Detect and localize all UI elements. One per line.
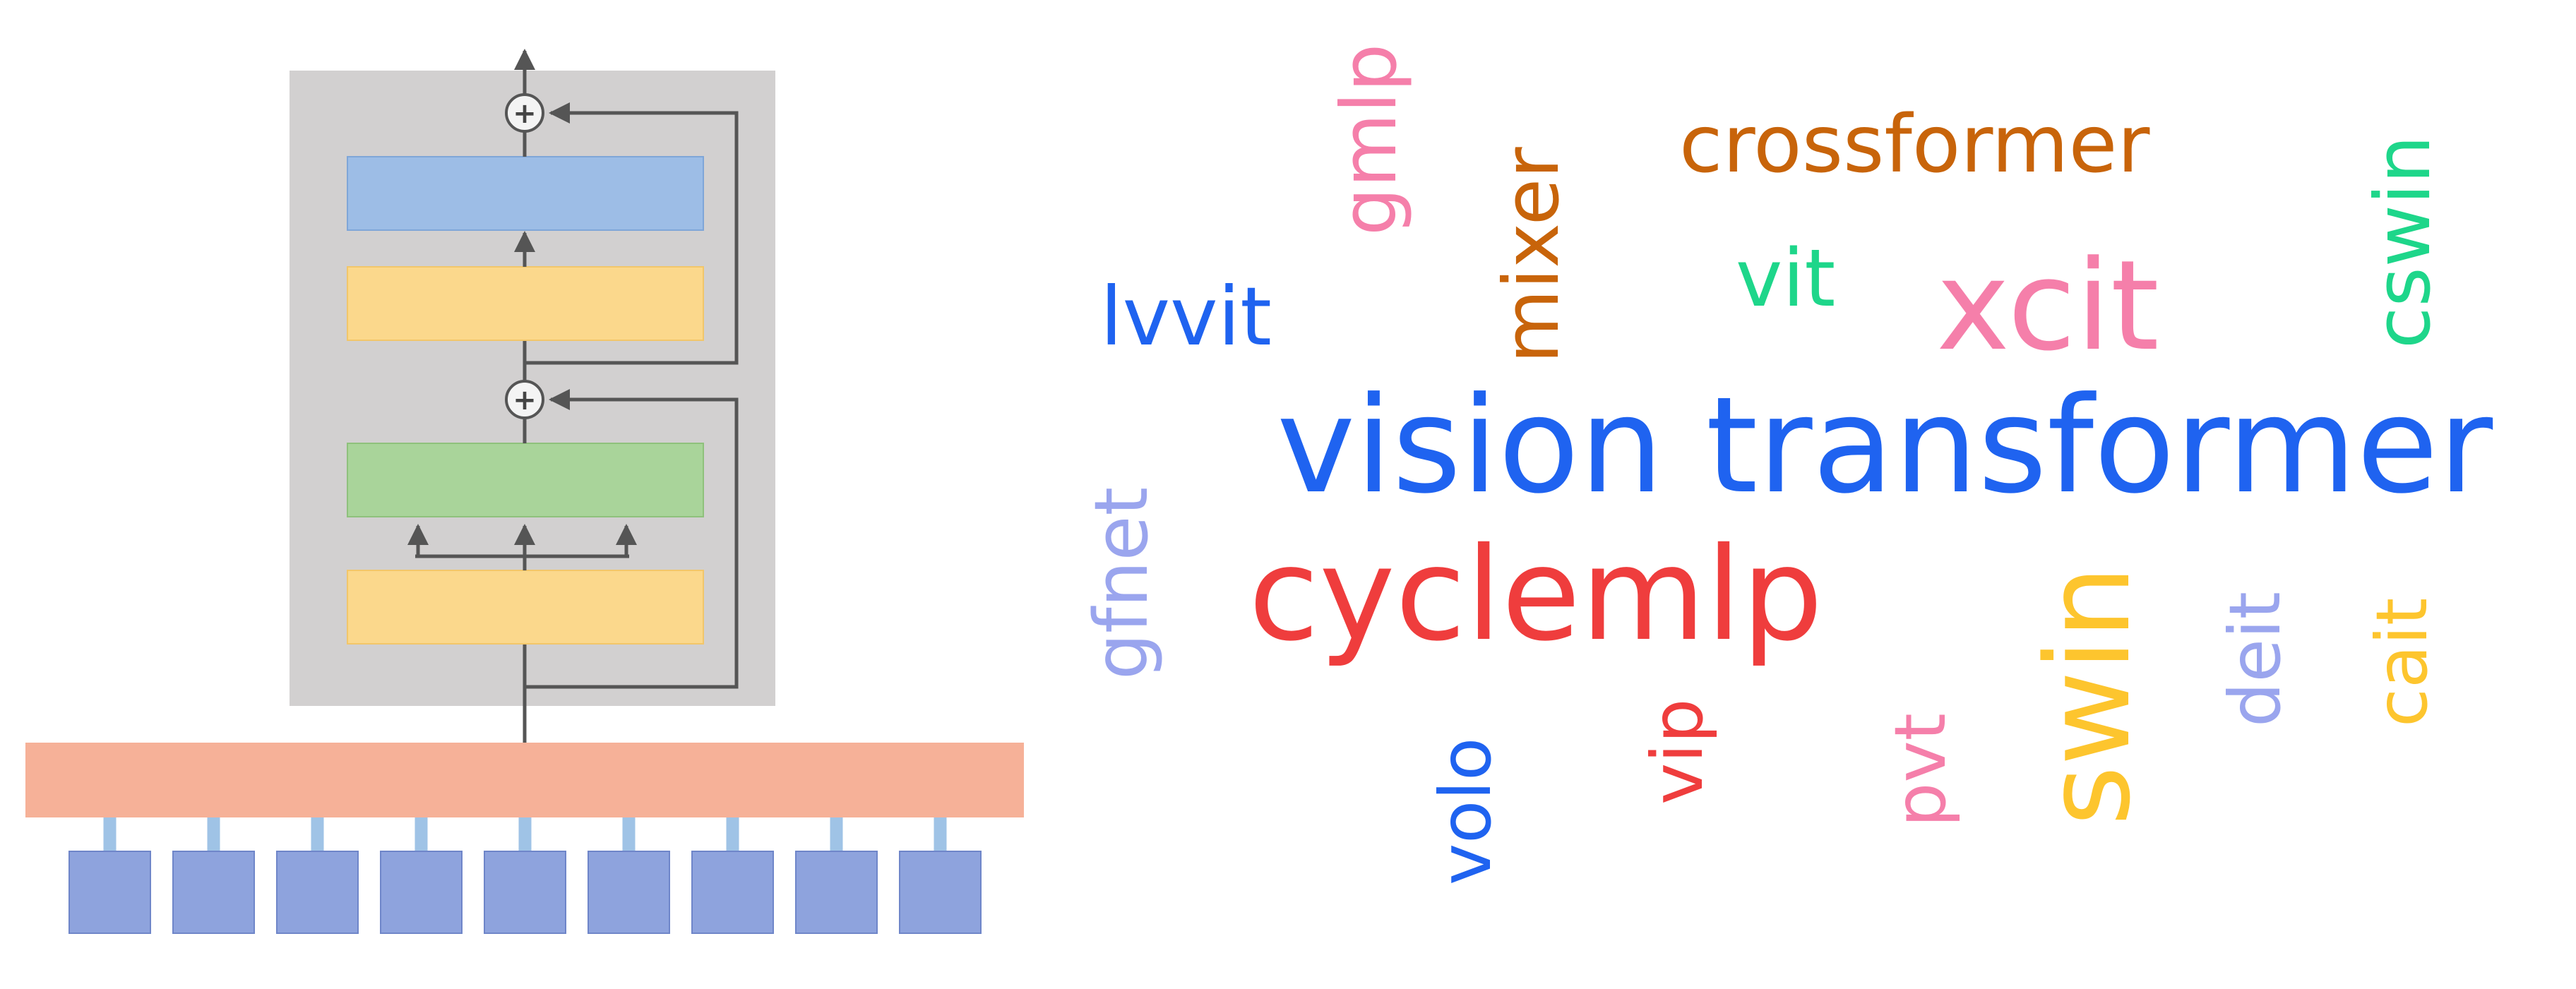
norm-block-lower <box>347 570 704 645</box>
patch-connector <box>103 817 117 851</box>
word-swin: swin <box>2021 565 2156 826</box>
patch-connector <box>934 817 947 851</box>
word-lvvit: lvvit <box>1100 270 1272 364</box>
add-symbol-lower: + <box>513 384 537 416</box>
add-node-lower: + <box>505 380 544 419</box>
add-node-upper: + <box>505 93 544 133</box>
architecture-diagram: + + <box>25 49 1024 934</box>
patch-connector <box>518 817 532 851</box>
word-cyclemlp: cyclemlp <box>1248 520 1823 669</box>
patch-token <box>380 851 463 934</box>
token-mixer-block <box>347 443 704 517</box>
word-volo: volo <box>1424 738 1507 885</box>
word-pvt: pvt <box>1879 713 1962 827</box>
word-vip: vip <box>1636 699 1719 805</box>
word-gmlp: gmlp <box>1325 44 1414 236</box>
patch-connector <box>207 817 220 851</box>
word-gfnet: gfnet <box>1078 487 1164 680</box>
word-deit: deit <box>2214 592 2296 727</box>
word-vit: vit <box>1736 233 1835 325</box>
patch-token <box>484 851 566 934</box>
word-vision-transformer: vision transformer <box>1277 368 2493 523</box>
word-mixer: mixer <box>1488 147 1576 364</box>
patch-connector <box>311 817 324 851</box>
word-crossformer: crossformer <box>1679 99 2150 191</box>
patch-token <box>172 851 255 934</box>
embedding-bar <box>25 743 1024 817</box>
patch-token <box>276 851 359 934</box>
patch-token <box>899 851 982 934</box>
patch-token <box>691 851 774 934</box>
patch-token <box>68 851 151 934</box>
word-cswin: cswin <box>2359 136 2447 349</box>
branch-arrows <box>407 524 637 570</box>
residual-path-upper <box>525 102 739 365</box>
patch-connector <box>415 817 428 851</box>
patch-tokens <box>68 817 982 934</box>
residual-path-lower <box>525 389 739 689</box>
patch-connector <box>830 817 843 851</box>
word-cait: cait <box>2361 598 2443 727</box>
add-symbol-upper: + <box>513 97 537 130</box>
mlp-block <box>347 156 704 231</box>
word-cloud: vision transformer cyclemlp xcit crossfo… <box>1078 44 2493 885</box>
word-xcit: xcit <box>1936 234 2159 378</box>
norm-block-upper <box>347 266 704 341</box>
patch-connector <box>622 817 636 851</box>
patch-token <box>795 851 878 934</box>
patch-token <box>588 851 670 934</box>
patch-connector <box>726 817 739 851</box>
